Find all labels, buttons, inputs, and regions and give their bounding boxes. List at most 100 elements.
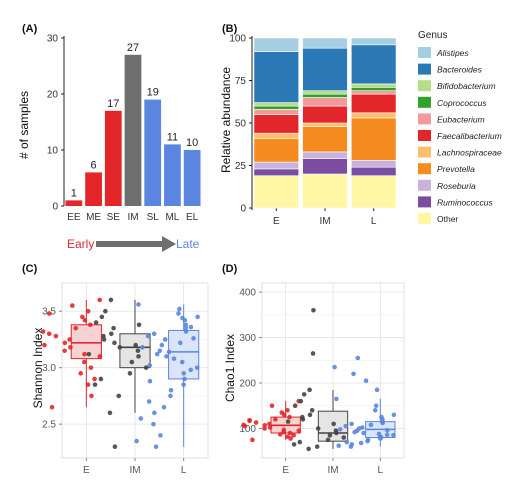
data-point-e <box>247 417 252 423</box>
arrow-start-label: Early <box>67 237 94 251</box>
data-point-l <box>374 387 380 393</box>
data-point-l <box>136 302 141 307</box>
panel-d-box-plot: (D) Chao1 Index 100 200 300 400 E IM L <box>222 263 405 476</box>
x-tick-label: L <box>371 216 377 227</box>
legend-swatch-eubacterium <box>418 113 431 125</box>
y-tick-label: 0 <box>240 204 246 215</box>
data-point-l <box>157 348 163 354</box>
segment-faecalibacterium-im <box>302 105 348 124</box>
data-point-e <box>281 412 287 418</box>
data-point-l <box>348 444 354 449</box>
data-point-l <box>146 399 152 404</box>
segment-bifidobacterium-im <box>302 90 348 95</box>
bar-value-label: 10 <box>186 137 198 149</box>
data-point-e <box>296 428 302 434</box>
segment-ruminococcus-l <box>350 166 397 176</box>
legend-item-faecalibacterium: Faecalibacterium <box>437 131 502 141</box>
segment-eubacterium-l <box>350 90 397 95</box>
data-point-e <box>80 314 85 320</box>
legend-swatch-coprococcus <box>418 96 431 108</box>
segment-bifidobacterium-l <box>350 83 397 88</box>
data-point-l <box>158 433 163 438</box>
data-point-im <box>136 354 141 359</box>
legend-item-bifidobacterium: Bifidobacterium <box>437 81 496 91</box>
panel-c-box-plot: (C) Shannon Index 2.53.03.5EIML <box>22 263 209 476</box>
data-point-e <box>53 333 59 339</box>
legend-item-coprococcus: Coprococcus <box>437 98 487 108</box>
segment-roseburia-e <box>253 161 300 170</box>
x-tick-label: IM <box>319 216 330 227</box>
legend-swatch-bifidobacterium <box>418 80 431 92</box>
data-point-l <box>180 315 185 321</box>
data-point-im <box>301 392 307 397</box>
bar-ml <box>164 144 181 206</box>
legend-item-prevotella: Prevotella <box>437 164 475 174</box>
data-point-im <box>93 320 99 325</box>
data-point-l <box>361 430 366 436</box>
y-tick-label: 2.5 <box>42 420 56 431</box>
data-point-e <box>287 430 293 436</box>
legend-item-lachnospiraceae: Lachnospiraceae <box>437 148 502 158</box>
segment-faecalibacterium-e <box>253 114 300 134</box>
data-point-im <box>117 345 123 350</box>
panel-a-bar-chart: (A) # of samples 0 10 20 30 EE ME SE IM SL ML EL 1… <box>17 23 201 252</box>
data-point-l <box>177 306 182 312</box>
data-point-l <box>343 423 349 429</box>
segment-alistipes-e <box>253 37 300 52</box>
data-point-l <box>181 371 187 376</box>
data-point-im <box>127 371 133 376</box>
data-point-l <box>352 429 357 435</box>
data-point-e <box>285 407 290 413</box>
data-point-l <box>191 336 196 341</box>
data-point-l <box>344 439 350 445</box>
x-tick-label: EE <box>67 212 81 223</box>
data-point-e <box>42 342 47 348</box>
data-point-l <box>134 438 139 444</box>
data-point-l <box>153 444 159 450</box>
y-tick-label: 400 <box>239 288 256 299</box>
legend-swatch-ruminococcus <box>418 196 431 208</box>
data-point-l <box>365 438 370 444</box>
data-point-l <box>151 331 157 337</box>
data-point-im <box>108 297 114 303</box>
bar-value-label: 19 <box>147 87 159 99</box>
x-tick-label: E <box>282 465 289 476</box>
segment-coprococcus-e <box>253 105 300 110</box>
x-tick-label: E <box>273 216 280 227</box>
data-point-im <box>309 407 315 413</box>
y-tick-label: 20 <box>47 90 59 101</box>
data-point-e <box>281 429 286 435</box>
data-point-l <box>373 403 379 409</box>
data-point-e <box>82 317 88 323</box>
bar-value-label: 11 <box>167 131 178 143</box>
bar-value-label: 27 <box>127 42 139 54</box>
segment-lachnospiraceae-im <box>302 122 348 127</box>
data-point-l <box>183 322 189 328</box>
data-point-l <box>159 342 165 348</box>
y-tick-label: 3.0 <box>42 363 56 374</box>
panel-b-y-axis-title: Relative abundance <box>219 67 233 173</box>
legend-item-roseburia: Roseburia <box>437 181 476 191</box>
x-tick-label: EL <box>186 212 199 223</box>
data-point-l <box>363 378 369 384</box>
data-point-l <box>188 367 194 373</box>
data-point-e <box>85 308 91 314</box>
segment-bacteroides-l <box>350 44 397 85</box>
segment-coprococcus-im <box>302 93 348 98</box>
y-tick-label: 10 <box>47 146 59 157</box>
data-point-l <box>171 356 177 361</box>
data-point-im <box>133 342 138 348</box>
data-point-l <box>181 382 186 387</box>
x-tick-label: L <box>378 465 384 476</box>
data-point-im <box>116 393 122 399</box>
segment-lachnospiraceae-l <box>350 112 397 119</box>
data-point-e <box>253 420 259 425</box>
data-point-l <box>176 311 181 316</box>
data-point-l <box>349 421 354 427</box>
data-point-e <box>70 303 75 308</box>
segment-bacteroides-im <box>302 47 348 92</box>
data-point-im <box>306 446 311 452</box>
data-point-e <box>287 414 292 420</box>
data-point-e <box>88 365 94 370</box>
